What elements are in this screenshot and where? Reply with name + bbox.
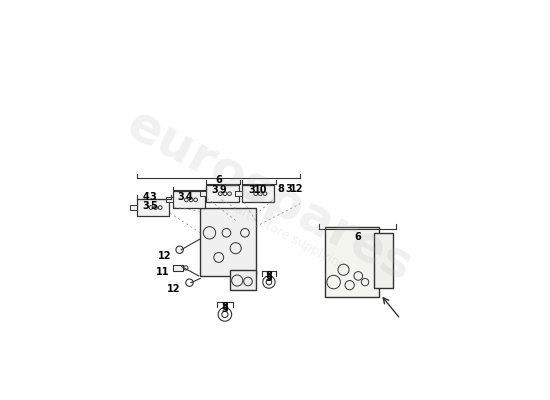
Bar bbox=[130, 205, 137, 210]
Text: 8: 8 bbox=[278, 184, 285, 194]
Bar bbox=[229, 270, 256, 290]
Text: 4: 4 bbox=[186, 192, 193, 202]
Text: 3: 3 bbox=[149, 192, 156, 202]
Text: 3: 3 bbox=[266, 273, 272, 283]
Text: 3: 3 bbox=[212, 185, 218, 195]
Bar bbox=[206, 185, 239, 202]
Text: 5: 5 bbox=[151, 201, 157, 211]
Text: 12: 12 bbox=[290, 184, 304, 194]
Bar bbox=[200, 191, 206, 196]
Bar bbox=[173, 191, 205, 208]
Text: 3: 3 bbox=[142, 201, 149, 211]
Bar bbox=[235, 191, 242, 196]
Text: 8: 8 bbox=[222, 302, 228, 312]
Text: 11: 11 bbox=[156, 267, 169, 277]
Bar bbox=[374, 233, 393, 288]
Text: 3: 3 bbox=[285, 184, 292, 194]
Text: 12: 12 bbox=[157, 251, 171, 261]
Text: 10: 10 bbox=[254, 185, 267, 195]
Text: 6: 6 bbox=[354, 232, 361, 242]
Text: 12: 12 bbox=[167, 284, 181, 294]
Bar bbox=[325, 227, 379, 298]
Text: 3: 3 bbox=[178, 192, 185, 202]
Bar bbox=[173, 265, 183, 271]
Bar bbox=[166, 197, 173, 202]
Bar bbox=[200, 208, 256, 276]
Text: 3: 3 bbox=[249, 185, 255, 195]
Bar bbox=[137, 199, 169, 216]
Text: eurospares: eurospares bbox=[119, 100, 421, 291]
Text: 4: 4 bbox=[142, 192, 149, 202]
Text: 9: 9 bbox=[220, 185, 227, 195]
Text: a parts store supplying: a parts store supplying bbox=[215, 193, 349, 272]
Text: 3: 3 bbox=[222, 304, 228, 314]
Text: 8: 8 bbox=[266, 271, 272, 281]
Text: 6: 6 bbox=[216, 175, 222, 185]
Bar bbox=[242, 185, 274, 202]
